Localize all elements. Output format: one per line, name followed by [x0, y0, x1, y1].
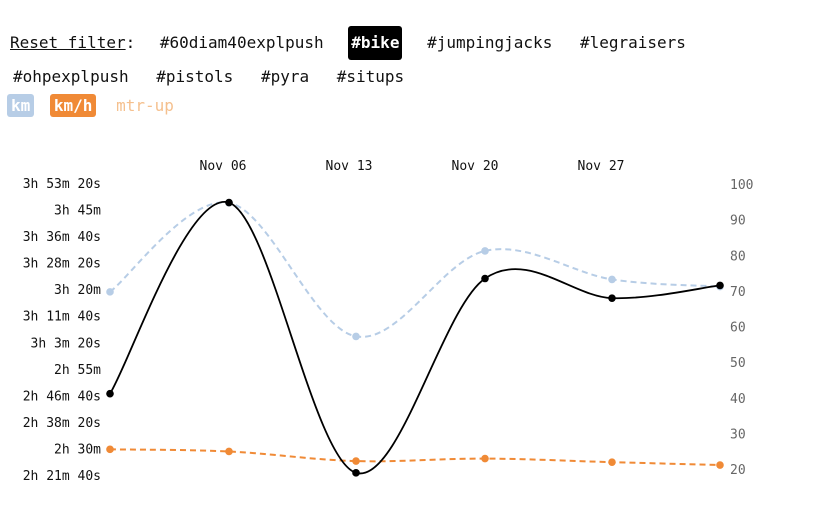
series-point-0 [225, 199, 233, 207]
series-point-0 [481, 275, 489, 283]
y-left-tick-label: 2h 21m 40s [23, 469, 101, 484]
series-point-1 [608, 276, 616, 284]
y-right-tick-label: 90 [730, 214, 746, 229]
y-right-tick-label: 40 [730, 392, 746, 407]
y-right-tick-label: 20 [730, 463, 746, 478]
series-point-2 [106, 446, 114, 454]
series-line-2 [110, 449, 720, 465]
y-left-tick-label: 3h 45m [54, 204, 101, 219]
x-tick-label: Nov 20 [452, 159, 499, 174]
series-line-0 [110, 202, 720, 474]
y-left-tick-label: 3h 28m 20s [23, 257, 101, 272]
series-point-2 [608, 458, 616, 466]
x-tick-label: Nov 27 [578, 159, 625, 174]
series-point-0 [716, 282, 724, 290]
series-line-1 [110, 202, 720, 337]
y-right-tick-label: 30 [730, 427, 746, 442]
series-point-2 [481, 455, 489, 463]
y-left-tick-label: 3h 11m 40s [23, 310, 101, 325]
y-left-tick-label: 2h 46m 40s [23, 389, 101, 404]
x-tick-label: Nov 06 [200, 159, 247, 174]
y-left-tick-label: 3h 3m 20s [31, 336, 101, 351]
y-right-tick-label: 100 [730, 178, 753, 193]
y-left-tick-label: 3h 20m [54, 283, 101, 298]
y-right-tick-label: 70 [730, 285, 746, 300]
y-right-tick-label: 80 [730, 249, 746, 264]
series-point-2 [716, 461, 724, 469]
y-right-tick-label: 60 [730, 321, 746, 336]
y-left-tick-label: 3h 36m 40s [23, 230, 101, 245]
x-tick-label: Nov 13 [326, 159, 373, 174]
y-left-tick-label: 2h 38m 20s [23, 416, 101, 431]
y-left-tick-label: 2h 30m [54, 442, 101, 457]
y-left-tick-label: 2h 55m [54, 363, 101, 378]
series-point-0 [106, 390, 114, 398]
series-point-1 [106, 288, 114, 296]
series-point-0 [352, 469, 360, 477]
series-point-1 [481, 247, 489, 255]
series-point-1 [352, 333, 360, 341]
series-point-0 [608, 294, 616, 302]
series-point-2 [352, 457, 360, 465]
series-point-2 [225, 448, 233, 456]
y-right-tick-label: 50 [730, 356, 746, 371]
y-left-tick-label: 3h 53m 20s [23, 177, 101, 192]
